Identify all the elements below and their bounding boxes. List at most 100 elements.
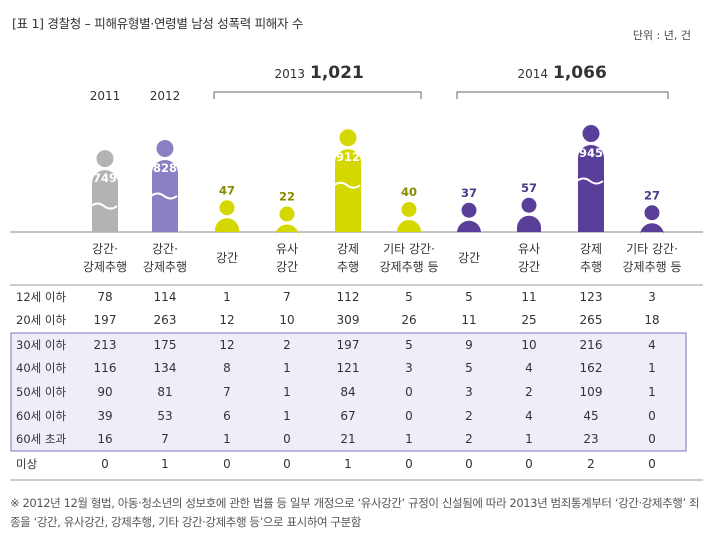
value-label-6: 37 [461, 186, 477, 200]
row-label-4: 50세 이하 [16, 385, 66, 399]
category-label-1-b: 강제추행 [143, 259, 187, 274]
chart-title: [표 1] 경찰청 – 피해유형별·연령별 남성 성폭력 피해자 수 [12, 13, 303, 32]
cell-2-9: 4 [648, 338, 656, 352]
value-label-8: 945 [579, 146, 603, 160]
cell-3-6: 5 [465, 361, 473, 375]
value-label-5: 40 [401, 185, 417, 199]
cell-6-5: 1 [405, 432, 413, 446]
cell-3-2: 8 [223, 361, 231, 375]
total-2013: 1,021 [310, 63, 364, 83]
cell-1-8: 265 [580, 313, 603, 327]
category-label-9-b: 강제추행 등 [622, 259, 681, 274]
bar-head-4 [339, 129, 357, 147]
bar-head-5 [401, 202, 417, 217]
category-label-1-a: 강간· [152, 242, 178, 256]
cell-5-0: 39 [97, 409, 112, 423]
cell-6-9: 0 [648, 432, 656, 446]
year-label-2013: 2013 [274, 67, 305, 81]
cell-3-0: 116 [94, 361, 117, 375]
bar-head-3 [279, 206, 295, 222]
cell-6-3: 0 [283, 432, 291, 446]
bar-2014-7 [517, 215, 541, 232]
cell-6-6: 2 [465, 432, 473, 446]
value-label-0: 749 [93, 171, 117, 185]
value-label-2: 47 [219, 183, 235, 197]
cell-5-6: 2 [465, 409, 473, 423]
cell-7-5: 0 [405, 457, 413, 471]
cell-4-6: 3 [465, 385, 473, 399]
highlight-box [10, 332, 687, 452]
bar-head-2 [219, 200, 235, 216]
cell-4-1: 81 [157, 385, 172, 399]
cell-7-8: 2 [587, 457, 595, 471]
row-label-2: 30세 이하 [16, 338, 66, 352]
cell-4-5: 0 [405, 385, 413, 399]
cell-1-7: 25 [521, 313, 536, 327]
cell-0-0: 78 [97, 290, 112, 304]
axis-break-4 [333, 181, 361, 189]
cell-1-2: 12 [219, 313, 234, 327]
category-label-2: 강간 [216, 251, 238, 265]
cell-0-6: 5 [465, 290, 473, 304]
cell-2-5: 5 [405, 338, 413, 352]
bar-2013-2 [215, 218, 239, 232]
bar-head-7 [521, 197, 537, 213]
cell-1-3: 10 [279, 313, 294, 327]
cell-5-1: 53 [157, 409, 172, 423]
unit-label: 단위 : 년, 건 [632, 29, 691, 42]
category-label-3-a: 유사 [276, 242, 298, 256]
value-label-9: 27 [644, 188, 660, 202]
cell-6-0: 16 [97, 432, 112, 446]
row-label-0: 12세 이하 [16, 290, 66, 304]
axis-break-0 [90, 202, 118, 210]
category-label-7-a: 유사 [518, 242, 540, 256]
cell-4-7: 2 [525, 385, 533, 399]
cell-2-8: 216 [580, 338, 603, 352]
value-label-1: 828 [153, 161, 177, 175]
cell-4-2: 7 [223, 385, 231, 399]
cell-1-0: 197 [94, 313, 117, 327]
cell-1-5: 26 [401, 313, 416, 327]
value-label-3: 22 [279, 190, 295, 204]
cell-3-8: 162 [580, 361, 603, 375]
row-label-7: 미상 [16, 457, 38, 471]
category-label-7-b: 강간 [518, 260, 540, 274]
category-label-3-b: 강간 [276, 260, 298, 274]
category-label-8-b: 추행 [580, 259, 602, 274]
value-label-7: 57 [521, 181, 537, 195]
cell-5-5: 0 [405, 409, 413, 423]
cell-0-5: 5 [405, 290, 413, 304]
cell-0-1: 114 [154, 290, 177, 304]
category-label-5-b: 강제추행 등 [379, 259, 438, 274]
table-tag: [표 1] [12, 16, 44, 31]
cell-4-3: 1 [283, 385, 291, 399]
cell-3-4: 121 [337, 361, 360, 375]
cell-5-7: 4 [525, 409, 533, 423]
category-label-4-a: 강제 [337, 242, 359, 256]
cell-5-3: 1 [283, 409, 291, 423]
cell-5-2: 6 [223, 409, 231, 423]
bar-2014-6 [457, 220, 481, 233]
cell-1-9: 18 [644, 313, 659, 327]
cell-0-4: 112 [337, 290, 360, 304]
cell-2-2: 12 [219, 338, 234, 352]
bracket-2013 [213, 91, 422, 99]
category-label-0-b: 강제추행 [83, 259, 127, 274]
cell-5-4: 67 [340, 409, 355, 423]
bar-2014-9 [640, 223, 664, 236]
bar-2013-3 [275, 224, 299, 237]
cell-3-5: 3 [405, 361, 413, 375]
cell-2-6: 9 [465, 338, 473, 352]
cell-0-2: 1 [223, 290, 231, 304]
cell-7-4: 1 [344, 457, 352, 471]
bar-head-1 [156, 139, 174, 157]
cell-6-2: 1 [223, 432, 231, 446]
total-2014: 1,066 [553, 63, 607, 83]
category-label-6: 강간 [458, 251, 480, 265]
cell-2-7: 10 [521, 338, 536, 352]
cell-7-3: 0 [283, 457, 291, 471]
value-label-4: 912 [336, 150, 360, 164]
axis-break-1 [150, 192, 178, 200]
cell-7-0: 0 [101, 457, 109, 471]
